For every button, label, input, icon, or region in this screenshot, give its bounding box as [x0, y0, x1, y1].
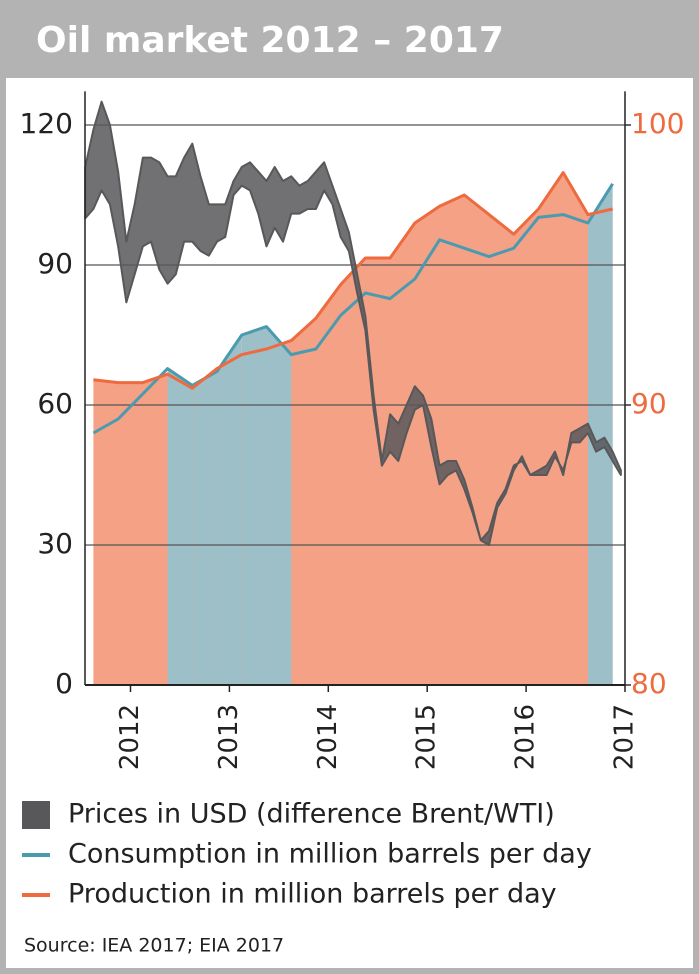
y2-tick-label: 100 [631, 107, 684, 140]
legend-label: Consumption in million barrels per day [68, 839, 592, 870]
consumption-excess [266, 326, 292, 685]
price-band [84, 100, 622, 546]
x-tick-label: 2012 [115, 704, 145, 770]
series-line [92, 182, 614, 435]
consumption-excess [217, 335, 242, 685]
x-tick-label: 2017 [610, 704, 640, 770]
y-tick-label: 30 [37, 527, 73, 560]
consumption-excess [587, 183, 613, 686]
plot: 0 30 60 90 120 80 90 100 2012 2013 2014 2015 2016 201… [20, 91, 684, 910]
legend-label: Production in million barrels per day [68, 879, 557, 910]
chart-title: Oil market 2012 – 2017 [36, 20, 504, 61]
y2-tick-label: 90 [631, 387, 667, 420]
x-tick-label: 2016 [511, 704, 541, 770]
legend-swatch [22, 801, 50, 829]
legend-label: Prices in USD (difference Brent/WTI) [68, 799, 555, 830]
source: Source: IEA 2017; EIA 2017 [24, 935, 284, 957]
consumption-excess [167, 368, 193, 685]
x-tick-label: 2014 [313, 704, 343, 770]
x-tick-label: 2013 [214, 704, 244, 770]
consumption-excess [192, 371, 218, 685]
y-tick-label: 0 [55, 667, 73, 700]
y2-tick-label: 80 [631, 667, 667, 700]
y-tick-label: 60 [37, 387, 73, 420]
y-tick-label: 120 [20, 107, 73, 140]
x-tick-label: 2015 [412, 704, 442, 770]
y-tick-label: 90 [37, 247, 73, 280]
consumption-excess [241, 326, 267, 685]
